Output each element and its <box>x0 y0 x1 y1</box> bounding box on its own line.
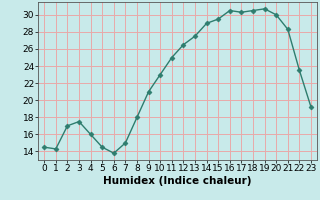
X-axis label: Humidex (Indice chaleur): Humidex (Indice chaleur) <box>103 176 252 186</box>
